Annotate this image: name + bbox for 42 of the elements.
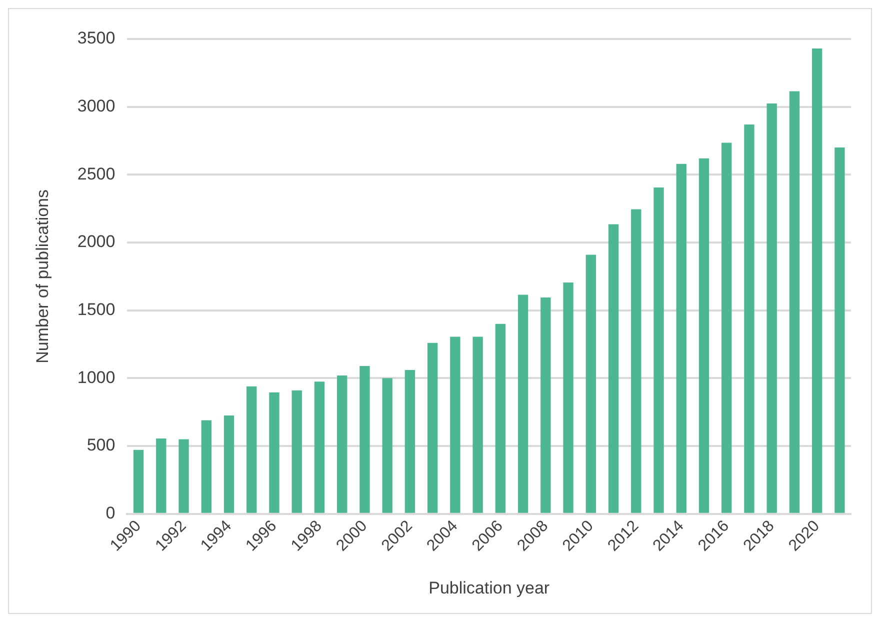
bar: [269, 392, 280, 513]
bar: [563, 282, 574, 513]
bar: [518, 294, 528, 513]
bar: [812, 48, 822, 513]
bar: [360, 366, 370, 513]
bar: [495, 324, 506, 513]
bar: [608, 224, 619, 513]
y-tick-label: 0: [106, 504, 116, 523]
bar: [314, 382, 325, 513]
y-tick-label: 1500: [77, 300, 116, 320]
bar: [722, 142, 732, 513]
bar: [586, 254, 596, 513]
bar: [654, 188, 664, 513]
bar: [178, 439, 189, 513]
bar: [631, 209, 642, 513]
y-tick-label: 1000: [77, 368, 116, 387]
bar: [404, 370, 416, 513]
bar: [698, 158, 710, 513]
bar: [676, 164, 686, 513]
bar: [427, 342, 438, 513]
bar: [540, 297, 551, 513]
bar: [834, 148, 845, 513]
bar: [337, 375, 348, 513]
bar: [744, 124, 754, 513]
y-tick-label: 500: [86, 436, 116, 455]
y-axis-title: Number of publications: [32, 189, 52, 364]
bar: [450, 336, 460, 513]
bar: [766, 103, 777, 513]
x-axis-title: Publication year: [428, 578, 550, 598]
y-tick-label: 2000: [77, 232, 116, 252]
bar: [133, 450, 144, 513]
bar: [201, 420, 212, 513]
bar: [472, 336, 483, 513]
bar: [156, 438, 166, 513]
bar: [382, 378, 392, 513]
bar: [292, 390, 302, 513]
bar: [224, 415, 234, 513]
y-tick-label: 3000: [77, 96, 116, 116]
y-tick-label: 3500: [77, 28, 116, 48]
y-tick-label: 2500: [77, 164, 116, 184]
bar: [246, 386, 257, 513]
bar: [789, 91, 800, 513]
